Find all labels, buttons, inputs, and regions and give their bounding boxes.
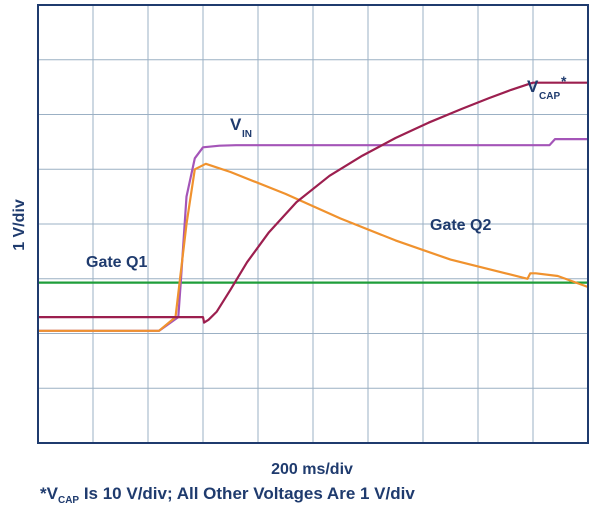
label-v-in: V IN [230,115,252,140]
plot-frame [37,4,589,444]
label-gate-q2: Gate Q2 [430,217,491,234]
trace-v-in [38,138,588,332]
footnote-subscript: CAP [57,495,80,506]
footnote-text: Is 10 V/div; All Other Voltages Are 1 V/… [79,484,415,503]
label-v-cap-subscript: CAP [539,91,560,102]
label-v-cap-asterisk: * [561,73,567,89]
footnote: *VCAP Is 10 V/div; All Other Voltages Ar… [40,484,415,506]
label-gate-q1: Gate Q1 [86,254,147,271]
traces [38,81,589,332]
label-v-in-subscript: IN [242,129,252,140]
y-axis-label: 1 V/div [11,199,28,251]
trace-v-cap [38,81,588,324]
footnote-prefix: *V [40,484,58,503]
label-v-in-main: V [230,115,242,134]
label-v-cap: V CAP * [527,73,567,102]
grid [38,5,588,443]
label-v-cap-main: V [527,77,539,96]
oscilloscope-chart: Gate Q1 V IN Gate Q2 V CAP * 200 ms/div … [11,4,589,478]
trace-gate-q2 [38,162,589,332]
x-axis-label: 200 ms/div [271,461,353,478]
